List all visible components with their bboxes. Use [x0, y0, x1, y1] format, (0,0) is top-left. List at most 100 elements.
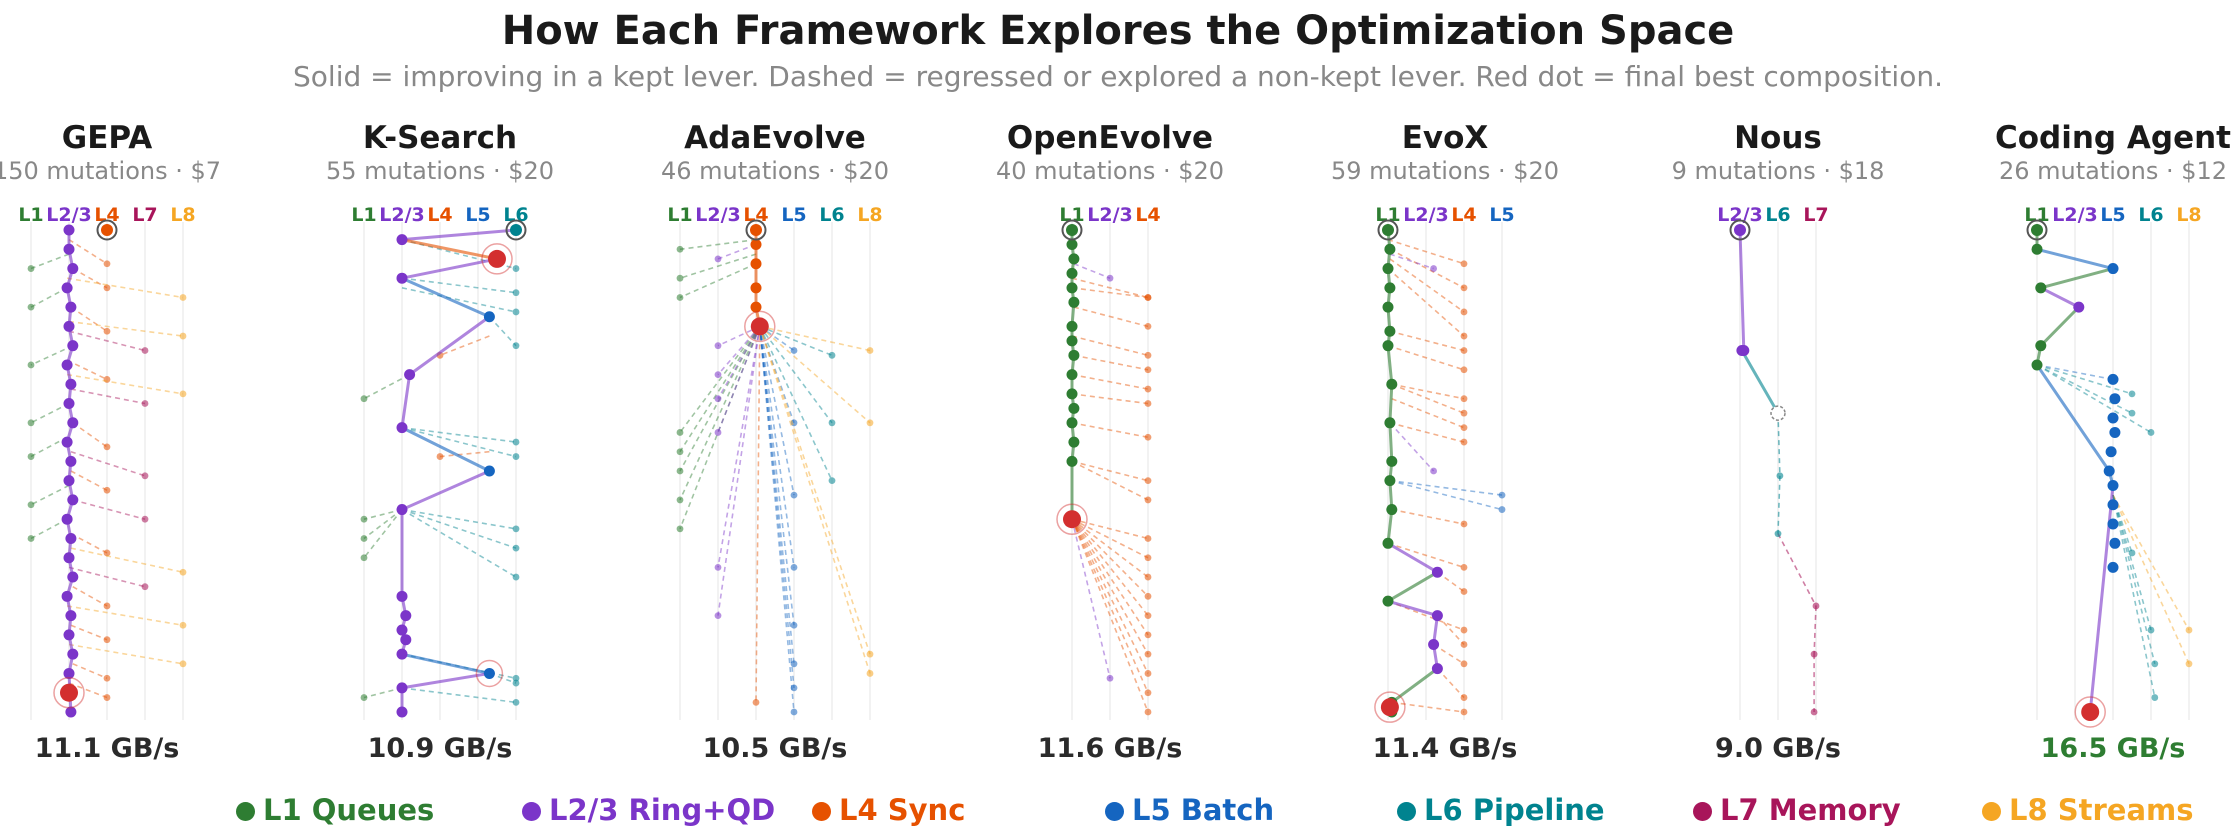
- path-point: [400, 610, 412, 622]
- explore-point: [1460, 366, 1468, 374]
- explore-branch: [1071, 335, 1149, 357]
- path-point: [2109, 426, 2121, 438]
- explore-point: [1106, 274, 1114, 282]
- explore-point: [1460, 409, 1468, 417]
- explore-point: [1144, 400, 1152, 407]
- path-point: [65, 532, 77, 544]
- path-point: [2105, 446, 2117, 458]
- explore-branch: [72, 422, 108, 448]
- path-segment: [2035, 247, 2115, 271]
- explore-point: [103, 260, 111, 268]
- explore-point: [676, 496, 684, 504]
- explore-point: [1776, 472, 1784, 480]
- best-halo: [1056, 503, 1088, 535]
- path-point: [1066, 238, 1078, 250]
- path-segment: [1388, 421, 1394, 463]
- explore-branch: [401, 508, 517, 578]
- explore-point: [752, 698, 760, 706]
- explore-point: [1460, 641, 1468, 648]
- explore-point: [676, 525, 684, 533]
- path-point: [1066, 335, 1078, 347]
- explore-point: [676, 467, 684, 475]
- lane-label: L4: [427, 204, 452, 226]
- explore-branch: [363, 373, 410, 400]
- explore-point: [141, 515, 149, 523]
- lane-label: L2/3: [379, 204, 425, 226]
- explore-branch: [1071, 518, 1149, 617]
- explore-branch: [401, 277, 517, 294]
- explore-branch: [1389, 422, 1465, 443]
- open-marker: [1770, 405, 1786, 421]
- explore-branch: [759, 325, 833, 424]
- explore-branch: [30, 436, 68, 458]
- explore-point: [1460, 626, 1468, 634]
- chart-title: How Each Framework Explores the Optimiza…: [501, 8, 1735, 54]
- explore-branch: [401, 508, 517, 530]
- explore-point: [1144, 612, 1152, 619]
- path-point: [1386, 455, 1398, 467]
- explore-point: [179, 294, 187, 301]
- explore-point: [714, 564, 722, 571]
- explore-branch: [1071, 373, 1149, 390]
- explore-point: [1460, 395, 1468, 403]
- panel-title: AdaEvolve: [684, 120, 866, 156]
- path-point: [396, 648, 408, 660]
- explore-branch: [66, 605, 184, 627]
- explore-point: [141, 583, 149, 591]
- explore-branch: [1071, 518, 1149, 578]
- path-point: [65, 610, 77, 622]
- path-point: [63, 224, 75, 236]
- path-point: [1066, 388, 1078, 400]
- explore-point: [512, 674, 520, 682]
- lane-label: L8: [2176, 204, 2201, 226]
- explore-point: [1144, 592, 1152, 600]
- legend-swatch: [1105, 802, 1124, 821]
- explore-point: [828, 477, 836, 485]
- start-ring: [1061, 219, 1083, 241]
- panel-throughput: 9.0 GB/s: [1715, 733, 1841, 764]
- legend-swatch: [236, 802, 255, 821]
- explore-branch: [759, 326, 795, 664]
- explore-branch: [759, 326, 833, 481]
- path-segment: [2039, 267, 2115, 290]
- explore-point: [828, 351, 836, 359]
- path-point: [65, 378, 77, 390]
- explore-branch: [2112, 494, 2190, 665]
- explore-branch: [1391, 701, 1465, 713]
- start-point: [1734, 224, 1746, 236]
- explore-point: [790, 491, 798, 499]
- path-point: [2109, 537, 2121, 549]
- explore-branch: [1389, 479, 1503, 511]
- path-point: [61, 359, 73, 371]
- explore-branch: [1071, 518, 1149, 694]
- path-point: [1066, 417, 1078, 429]
- lane-label: L2/3: [1717, 204, 1763, 226]
- panel-meta: 26 mutations · $12: [1999, 157, 2227, 185]
- explore-point: [1144, 670, 1152, 677]
- path-point: [65, 301, 77, 313]
- path-point: [400, 634, 412, 646]
- path-point: [61, 282, 73, 294]
- explore-branch: [68, 682, 108, 699]
- path-point: [67, 494, 79, 506]
- path-point: [396, 272, 408, 284]
- start-point: [750, 224, 762, 236]
- path-point: [61, 590, 73, 602]
- explore-branch: [1071, 518, 1149, 713]
- explore-branch: [1071, 460, 1149, 482]
- explore-branch: [401, 508, 517, 549]
- path-segment: [400, 257, 499, 280]
- explore-point: [360, 694, 368, 701]
- explore-branch: [30, 402, 70, 424]
- explore-branch: [439, 450, 490, 458]
- path-point: [1068, 349, 1080, 361]
- explore-branch: [759, 325, 795, 352]
- explore-branch: [759, 325, 833, 357]
- best-halo: [1374, 691, 1406, 723]
- path-point: [63, 475, 75, 487]
- explore-branch: [1391, 383, 1465, 400]
- legend-swatch: [1397, 802, 1416, 821]
- explore-point: [1460, 332, 1468, 340]
- lane-label: L2/3: [1403, 204, 1449, 226]
- explore-branch: [1433, 643, 1465, 665]
